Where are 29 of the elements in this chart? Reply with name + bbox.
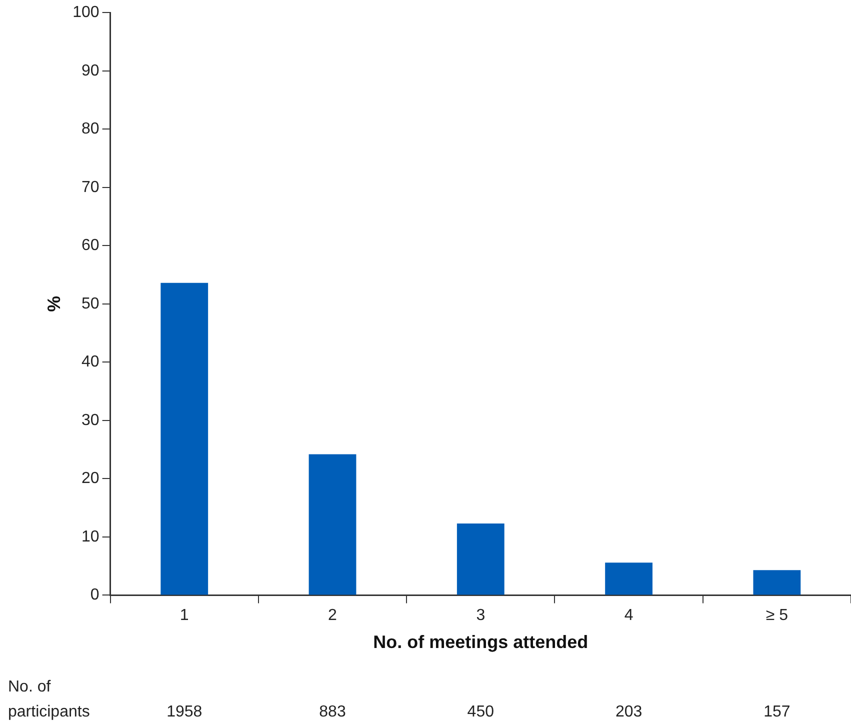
y-tick-label: 20 [82, 470, 100, 488]
text: No. of participants [8, 678, 90, 720]
bar [753, 570, 801, 595]
bar [456, 524, 504, 595]
x-tick-label: ≥ 5 [766, 607, 788, 624]
y-tick-label: 80 [82, 120, 100, 138]
text: 157 [764, 703, 790, 720]
x-tick-label: 3 [476, 607, 486, 624]
x-axis-title: No. of meetings attended [373, 632, 588, 652]
y-tick-label: 60 [82, 237, 100, 254]
bar [308, 454, 356, 595]
y-tick-label: 10 [82, 528, 100, 546]
y-tick-label: 30 [82, 412, 100, 429]
text: 1958 [166, 703, 202, 720]
y-axis-title: % [44, 296, 64, 312]
bar [160, 282, 208, 595]
y-tick-label: 100 [72, 4, 100, 22]
y-tick-label: 50 [82, 295, 100, 312]
text: 450 [467, 703, 494, 720]
y-tick-label: 90 [82, 62, 100, 80]
x-tick-label: 2 [328, 607, 338, 624]
x-tick-label: 4 [624, 607, 634, 624]
text: 203 [615, 703, 642, 720]
y-tick-label: 0 [90, 586, 100, 604]
text: 883 [319, 703, 346, 720]
bar [605, 562, 652, 595]
y-tick-label: 70 [82, 178, 100, 196]
x-tick-label: 1 [180, 607, 189, 624]
y-tick-label: 40 [82, 354, 100, 371]
